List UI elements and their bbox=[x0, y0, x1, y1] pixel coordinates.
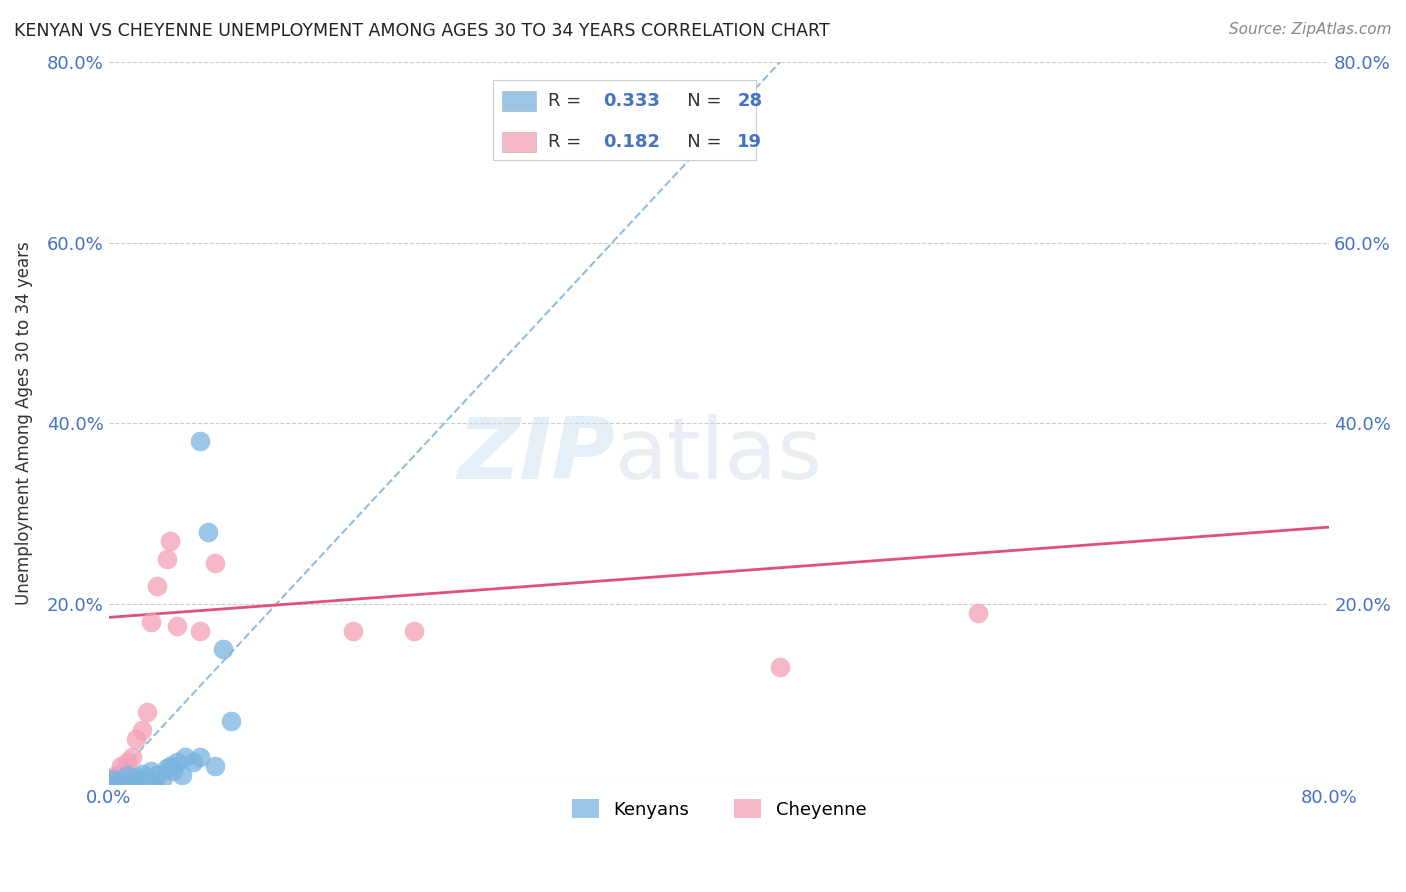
Y-axis label: Unemployment Among Ages 30 to 34 years: Unemployment Among Ages 30 to 34 years bbox=[15, 242, 32, 605]
Text: atlas: atlas bbox=[616, 414, 823, 497]
Point bbox=[97, 777, 120, 791]
Point bbox=[141, 764, 163, 778]
Point bbox=[170, 768, 193, 782]
Point bbox=[204, 556, 226, 570]
Text: 0.333: 0.333 bbox=[603, 92, 659, 110]
Point bbox=[769, 660, 792, 674]
Point bbox=[342, 624, 364, 638]
Point bbox=[143, 777, 166, 791]
Point bbox=[135, 771, 157, 785]
Point bbox=[159, 533, 181, 548]
Point bbox=[197, 524, 219, 539]
Point bbox=[110, 777, 132, 791]
Point bbox=[131, 766, 153, 780]
Point bbox=[188, 624, 211, 638]
Point bbox=[155, 551, 177, 566]
Point bbox=[166, 619, 188, 633]
Text: KENYAN VS CHEYENNE UNEMPLOYMENT AMONG AGES 30 TO 34 YEARS CORRELATION CHART: KENYAN VS CHEYENNE UNEMPLOYMENT AMONG AG… bbox=[14, 22, 830, 40]
Legend: Kenyans, Cheyenne: Kenyans, Cheyenne bbox=[564, 792, 873, 826]
Text: N =: N = bbox=[671, 133, 727, 152]
Text: 0.182: 0.182 bbox=[603, 133, 659, 152]
Bar bbox=[502, 132, 536, 153]
Text: R =: R = bbox=[548, 92, 588, 110]
Point bbox=[146, 768, 169, 782]
Point bbox=[188, 434, 211, 449]
Point bbox=[103, 772, 125, 786]
Point bbox=[162, 764, 184, 778]
Point bbox=[121, 750, 143, 764]
Point bbox=[146, 579, 169, 593]
Point bbox=[188, 750, 211, 764]
Point bbox=[97, 772, 120, 787]
Text: R =: R = bbox=[548, 133, 588, 152]
Point bbox=[105, 768, 128, 782]
Point bbox=[155, 761, 177, 775]
Text: ZIP: ZIP bbox=[457, 414, 616, 497]
Point bbox=[112, 772, 135, 787]
Bar bbox=[494, 80, 755, 160]
Point bbox=[159, 759, 181, 773]
Point bbox=[141, 615, 163, 629]
Point bbox=[115, 755, 138, 769]
Text: Source: ZipAtlas.com: Source: ZipAtlas.com bbox=[1229, 22, 1392, 37]
Point bbox=[125, 770, 148, 784]
Point bbox=[212, 642, 235, 657]
Point bbox=[219, 714, 242, 729]
Point bbox=[125, 732, 148, 747]
Bar bbox=[502, 91, 536, 112]
Point bbox=[181, 755, 204, 769]
Point bbox=[121, 777, 143, 791]
Point bbox=[135, 705, 157, 719]
Text: 28: 28 bbox=[737, 92, 762, 110]
Point bbox=[131, 723, 153, 738]
Point bbox=[150, 772, 173, 787]
Point bbox=[204, 759, 226, 773]
Text: N =: N = bbox=[671, 92, 727, 110]
Point bbox=[402, 624, 425, 638]
Point bbox=[166, 755, 188, 769]
Point bbox=[115, 768, 138, 782]
Text: 19: 19 bbox=[737, 133, 762, 152]
Point bbox=[105, 774, 128, 789]
Point bbox=[967, 606, 990, 620]
Point bbox=[174, 750, 197, 764]
Point bbox=[128, 773, 150, 788]
Point bbox=[110, 759, 132, 773]
